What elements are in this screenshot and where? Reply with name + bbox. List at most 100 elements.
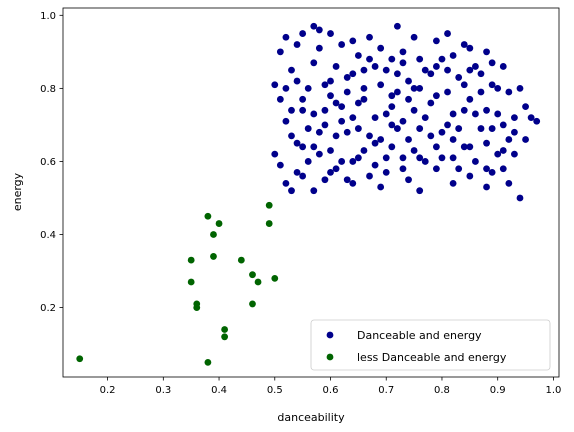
y-tick-label: 0.6 [40,157,56,168]
point-danceable [483,48,490,56]
point-danceable [388,103,396,111]
point-less-danceable [254,278,262,286]
point-danceable [327,169,334,176]
point-danceable [472,63,479,70]
point-danceable [483,183,490,191]
point-danceable [332,165,340,173]
point-less-danceable [187,278,195,286]
point-danceable [405,136,412,143]
point-danceable [276,161,284,169]
point-danceable [360,147,368,154]
point-danceable [349,179,357,187]
point-danceable [393,125,401,132]
x-tick-label: 0.8 [434,385,450,396]
point-danceable [432,143,440,151]
point-danceable [449,110,457,118]
point-danceable [354,154,362,162]
point-less-danceable [265,201,273,209]
point-danceable [343,176,351,184]
point-less-danceable [265,220,273,227]
point-danceable [444,66,451,74]
point-danceable [304,125,312,132]
point-danceable [282,179,290,187]
x-tick-label: 0.7 [378,385,394,396]
point-danceable [505,88,513,96]
point-danceable [388,121,396,129]
point-danceable [505,179,513,187]
point-danceable [527,114,535,122]
point-danceable [421,158,429,165]
point-danceable [455,165,463,173]
point-danceable [444,30,451,37]
x-axis-ticks: 0.2 0.3 0.4 0.5 0.6 0.7 0.8 0.9 1.0 [100,377,561,396]
point-less-danceable [237,256,245,264]
point-danceable [327,147,334,154]
x-tick-label: 0.5 [267,385,283,396]
point-danceable [449,179,457,187]
point-danceable [421,66,429,74]
x-tick-label: 1.0 [545,385,561,396]
point-danceable [304,84,312,92]
point-danceable [366,33,373,41]
point-danceable [327,30,334,37]
point-danceable [338,41,346,48]
point-danceable [410,147,418,154]
point-less-danceable [204,358,212,366]
point-danceable [282,84,290,92]
point-danceable [360,95,368,103]
point-danceable [382,110,390,118]
point-danceable [332,99,340,107]
point-danceable [360,66,368,74]
point-danceable [332,132,340,140]
point-danceable [416,187,424,195]
plot-frame [62,7,560,378]
point-danceable [293,139,301,147]
point-danceable [338,117,346,125]
point-danceable [366,172,373,180]
point-danceable [466,143,474,151]
point-danceable [438,55,446,63]
point-danceable [276,95,284,103]
point-danceable [483,106,490,114]
point-danceable [477,70,485,78]
point-danceable [432,63,440,70]
point-danceable [421,114,429,122]
point-less-danceable [215,220,223,227]
point-danceable [321,176,329,184]
point-danceable [516,194,524,202]
point-danceable [293,77,301,85]
point-danceable [343,128,351,136]
point-danceable [494,84,502,92]
y-tick-label: 0.8 [40,84,56,95]
point-danceable [511,114,518,122]
point-less-danceable [187,256,195,264]
point-danceable [460,81,468,89]
point-danceable [410,106,418,114]
point-danceable [371,161,379,169]
point-danceable [377,81,385,89]
point-danceable [310,22,318,30]
point-danceable [488,125,496,132]
point-danceable [488,59,496,67]
point-less-danceable [249,300,256,308]
point-danceable [299,172,307,180]
point-danceable [472,158,479,165]
point-danceable [494,110,502,118]
point-danceable [310,187,318,195]
point-danceable [282,117,290,125]
point-less-danceable [221,333,229,341]
point-danceable [449,136,457,143]
point-danceable [466,95,474,103]
point-danceable [393,88,401,96]
point-danceable [371,114,379,122]
point-danceable [349,114,357,122]
y-axis-ticks: 0.2 0.4 0.6 0.8 1.0 [40,11,63,314]
legend: Danceable and energy less Danceable and … [310,319,551,371]
point-danceable [388,143,396,151]
point-danceable [377,183,385,191]
point-danceable [276,48,284,56]
point-danceable [293,169,301,176]
point-danceable [488,169,496,176]
legend-box [310,319,551,371]
legend-marker-less-danceable [326,353,334,361]
